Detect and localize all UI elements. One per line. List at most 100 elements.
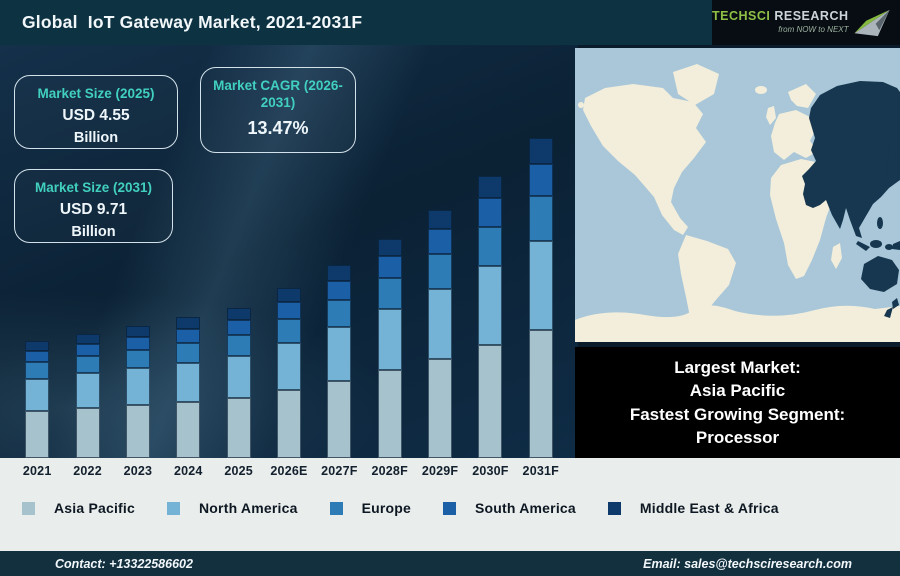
bars-row xyxy=(0,45,578,458)
bar-column-2028F xyxy=(365,238,415,458)
footer-bar: Contact: +13322586602 Email: sales@techs… xyxy=(0,551,900,576)
bar-segment-2031F-europe xyxy=(528,195,553,241)
x-axis-tick-2023: 2023 xyxy=(113,464,163,478)
bar-segment-2031F-middle-east-africa xyxy=(528,138,553,164)
legend-swatch xyxy=(607,501,621,515)
bar-segment-2025-asia-pacific xyxy=(226,398,251,458)
stat-unit: Billion xyxy=(73,130,119,146)
legend-swatch xyxy=(329,501,343,515)
x-axis-tick-2024: 2024 xyxy=(163,464,213,478)
legend-item-europe: Europe xyxy=(329,500,411,516)
x-axis-label: 2031F xyxy=(522,464,559,478)
footer-contact: Contact: +13322586602 xyxy=(55,556,193,571)
bar-segment-2027F-south-america xyxy=(327,280,352,300)
info-largest-market-value: Asia Pacific xyxy=(689,381,786,400)
bar-segment-2023-europe xyxy=(125,349,150,369)
bar-segment-2028F-asia-pacific xyxy=(377,370,402,458)
world-map-svg xyxy=(575,48,900,342)
bar-segment-2021-europe xyxy=(25,362,50,379)
map-sumatra-highlighted xyxy=(856,241,870,251)
bar-column-2031F xyxy=(516,138,566,458)
map-greenland xyxy=(673,64,719,105)
x-axis-label: 2025 xyxy=(224,464,253,478)
map-south-america xyxy=(678,235,736,327)
map-australia-highlighted xyxy=(861,256,899,292)
x-axis-label: 2030F xyxy=(472,464,509,478)
bar-2026E xyxy=(276,288,301,458)
x-axis-label: 2022 xyxy=(73,464,102,478)
bar-segment-2024-asia-pacific xyxy=(176,402,201,458)
bar-segment-2026E-europe xyxy=(276,318,301,343)
map-new-zealand-highlighted xyxy=(884,298,899,318)
x-axis-label: 2028F xyxy=(371,464,408,478)
bar-segment-2023-middle-east-africa xyxy=(125,325,150,337)
bar-segment-2025-europe xyxy=(226,335,251,357)
legend-item-south-america: South America xyxy=(443,500,576,516)
legend-item-asia-pacific: Asia Pacific xyxy=(22,500,135,516)
x-axis-tick-2031F: 2031F xyxy=(516,464,566,478)
bar-segment-2025-north-america xyxy=(226,356,251,398)
bar-column-2024 xyxy=(163,317,213,458)
map-north-america xyxy=(583,84,706,235)
bar-segment-2024-north-america xyxy=(176,362,201,402)
bar-column-2029F xyxy=(415,209,465,458)
x-axis-label: 2024 xyxy=(173,464,203,478)
bar-2024 xyxy=(176,317,201,458)
x-axis-label: 2027F xyxy=(321,464,358,478)
map-uk xyxy=(766,106,776,125)
header-bar: Global IoT Gateway Market, 2021-2031F TE… xyxy=(0,0,900,45)
x-axis-tick-2025: 2025 xyxy=(213,464,263,478)
bar-segment-2025-south-america xyxy=(226,319,251,336)
bar-segment-2024-europe xyxy=(176,342,201,363)
stacked-bar-chart: Market Size (2025) USD 4.55 Billion Mark… xyxy=(0,45,578,458)
x-axis-label: 2023 xyxy=(123,464,153,478)
bar-segment-2028F-middle-east-africa xyxy=(377,238,402,257)
page-title: Global IoT Gateway Market, 2021-2031F xyxy=(22,12,363,32)
bar-segment-2031F-south-america xyxy=(528,163,553,196)
bar-column-2021 xyxy=(12,341,62,458)
bar-segment-2025-middle-east-africa xyxy=(226,307,251,320)
bar-column-2023 xyxy=(113,325,163,458)
logo-brand-primary: TECHSCI xyxy=(712,8,771,23)
stat-label: Market Size (2031) xyxy=(34,180,153,195)
bar-segment-2030F-north-america xyxy=(478,266,503,346)
bar-segment-2028F-south-america xyxy=(377,256,402,279)
legend-swatch xyxy=(167,501,180,515)
legend-label: North America xyxy=(199,500,298,516)
bar-segment-2030F-middle-east-africa xyxy=(478,176,503,199)
bar-segment-2027F-europe xyxy=(327,299,352,327)
x-axis-label: 2026E xyxy=(270,464,308,478)
footer-email: Email: sales@techsciresearch.com xyxy=(643,556,852,571)
x-axis-tick-2021: 2021 xyxy=(12,464,62,478)
bar-segment-2029F-south-america xyxy=(428,229,453,255)
bar-segment-2023-asia-pacific xyxy=(125,405,150,458)
bar-2030F xyxy=(478,176,503,458)
bar-segment-2022-south-america xyxy=(75,343,100,356)
bar-column-2027F xyxy=(314,265,364,458)
bar-2022 xyxy=(75,333,100,458)
bar-segment-2021-middle-east-africa xyxy=(25,341,50,351)
stat-value: 13.47% xyxy=(247,118,309,138)
stat-value: USD 4.55 xyxy=(62,107,130,124)
stat-box-market-size-2025: Market Size (2025) USD 4.55 Billion xyxy=(14,75,178,149)
bar-segment-2026E-south-america xyxy=(276,301,301,319)
bar-segment-2028F-north-america xyxy=(377,309,402,371)
bottom-strip: 2021 2022 2023 2024 2025 2026E 2027F 2028F 2029F… xyxy=(0,458,900,551)
bar-segment-2030F-europe xyxy=(478,226,503,267)
bar-segment-2024-south-america xyxy=(176,328,201,343)
bar-segment-2022-europe xyxy=(75,355,100,374)
legend-swatch xyxy=(22,501,35,515)
bar-segment-2031F-north-america xyxy=(528,240,553,331)
bar-segment-2022-north-america xyxy=(75,373,100,409)
x-axis-label: 2021 xyxy=(22,464,52,478)
bar-segment-2027F-north-america xyxy=(327,326,352,381)
bar-segment-2029F-north-america xyxy=(428,289,453,359)
bar-column-2022 xyxy=(62,333,112,458)
x-axis-tick-2026E: 2026E xyxy=(264,464,314,478)
bar-segment-2027F-middle-east-africa xyxy=(327,265,352,281)
legend-swatch xyxy=(443,501,456,515)
legend-label: Europe xyxy=(361,500,411,516)
x-axis-labels: 2021 2022 2023 2024 2025 2026E 2027F 2028F 2029F… xyxy=(0,458,578,484)
map-alaska-island xyxy=(578,102,584,108)
bar-segment-2022-middle-east-africa xyxy=(75,333,100,344)
